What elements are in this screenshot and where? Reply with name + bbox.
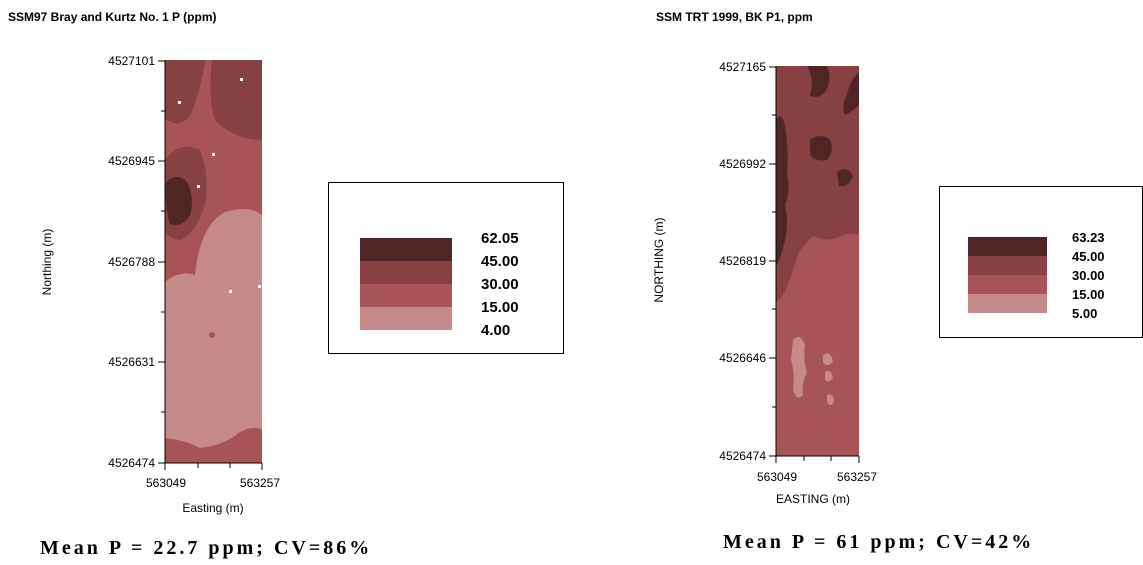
y-tick-label: 4526631 (108, 355, 155, 369)
y-tick-label: 4526819 (719, 254, 766, 268)
legend-label: 63.23 (1072, 230, 1105, 245)
contour-zone-45-63-right (843, 72, 859, 115)
legend-label: 30.00 (1072, 268, 1105, 283)
y-tick-label: 4526788 (108, 255, 155, 269)
y-axis-title: NORTHING (m) (652, 217, 666, 302)
legend-right: 63.23 45.00 30.00 15.00 5.00 (939, 186, 1143, 338)
y-ticks-left (158, 60, 165, 464)
sample-point (197, 185, 200, 188)
y-ticks-right (769, 66, 776, 457)
legend-left: 62.05 45.00 30.00 15.00 4.00 (328, 182, 564, 354)
legend-swatch (968, 256, 1047, 275)
legend-label: 45.00 (481, 253, 519, 270)
x-ticks-left (164, 463, 263, 470)
map-title: SSM97 Bray and Kurtz No. 1 P (ppm) (8, 10, 217, 24)
contour-zone-15-30-bottom (165, 427, 262, 463)
contour-map-right: 4527165 4526992 4526819 4526646 4526474 … (652, 60, 877, 506)
legend-swatch (360, 284, 452, 307)
contour-zone-45-63-small (837, 169, 853, 187)
legend-swatch (968, 294, 1047, 313)
legend-swatch (968, 275, 1047, 294)
y-tick-label: 4526992 (719, 157, 766, 171)
contour-zone-5-15-b (823, 353, 833, 365)
legend-label: 45.00 (1072, 249, 1105, 264)
legend-swatch (360, 307, 452, 330)
contour-zone-45-62 (165, 177, 192, 225)
contour-zone-30-45-right (210, 60, 262, 140)
contour-fill-right (776, 66, 859, 456)
sample-point (212, 153, 215, 156)
y-tick-label: 4526646 (719, 351, 766, 365)
summary-statistics: Mean P = 61 ppm; CV=42% (723, 531, 1035, 553)
map-title: SSM TRT 1999, BK P1, ppm (656, 10, 813, 24)
contour-zone-30-45 (776, 66, 859, 302)
legend-swatch (968, 237, 1047, 256)
contour-zone-45-63 (776, 116, 789, 265)
contour-zone-45-63-mid (810, 136, 832, 161)
map-panel-left: SSM97 Bray and Kurtz No. 1 P (ppm) (0, 0, 570, 565)
map-panel-right: SSM TRT 1999, BK P1, ppm (575, 0, 1143, 565)
y-tick-label: 4527101 (108, 54, 155, 68)
legend-label: 4.00 (481, 322, 511, 339)
contour-zone-5-15 (791, 336, 807, 398)
sample-point (229, 290, 232, 293)
legend-swatch (360, 261, 452, 284)
y-tick-label: 4526474 (719, 449, 766, 463)
x-axis-title: EASTING (m) (776, 492, 850, 506)
y-tick-label: 4526945 (108, 154, 155, 168)
legend-label: 30.00 (481, 276, 519, 293)
contour-zone-5-15-c (825, 370, 833, 382)
y-axis-title: Northing (m) (40, 229, 54, 296)
x-axis-title: Easting (m) (182, 501, 243, 515)
contour-spot (209, 332, 215, 338)
y-tick-label: 4527165 (719, 60, 766, 74)
summary-statistics: Mean P = 22.7 ppm; CV=86% (40, 537, 373, 559)
contour-zone-45-63-top (807, 66, 830, 97)
sample-point (240, 78, 243, 81)
x-ticks-right (775, 456, 860, 463)
x-tick-label: 563049 (757, 470, 797, 484)
legend-label: 62.05 (481, 230, 519, 247)
sample-point (178, 101, 181, 104)
x-tick-label: 563257 (837, 470, 877, 484)
legend-swatch (360, 238, 452, 261)
y-tick-label: 4526474 (108, 456, 155, 470)
contour-zone-30-45-top (165, 60, 205, 124)
legend-label: 15.00 (1072, 287, 1105, 302)
contour-fill-left (165, 60, 262, 463)
legend-label: 15.00 (481, 299, 519, 316)
sample-point (258, 285, 261, 288)
x-tick-label: 563257 (240, 476, 280, 490)
contour-map-left: 4527101 4526945 4526788 4526631 4526474 … (40, 54, 280, 515)
legend-label: 5.00 (1072, 306, 1098, 321)
x-tick-label: 563049 (146, 476, 186, 490)
contour-zone-5-15-d (827, 394, 834, 405)
